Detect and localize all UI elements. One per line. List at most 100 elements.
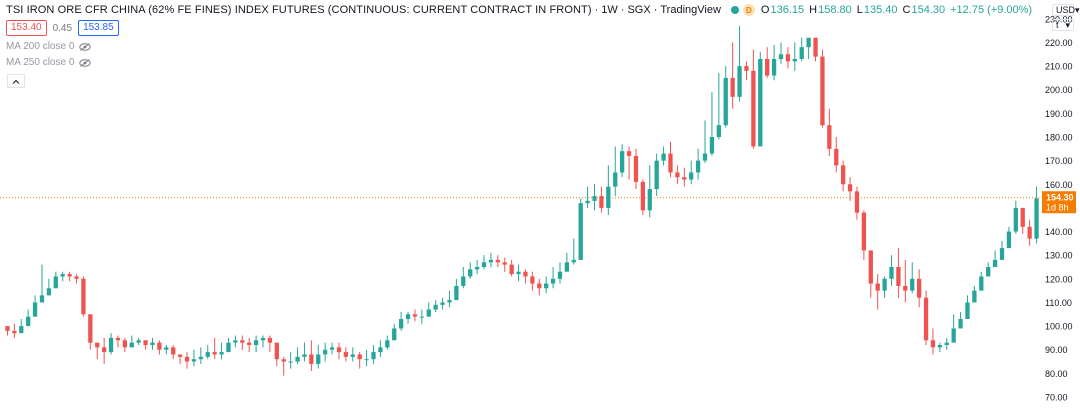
candle-body [447, 300, 452, 303]
candle [723, 66, 728, 128]
candle [965, 295, 970, 319]
candle-body [212, 352, 217, 355]
price-axis[interactable]: 70.00 80.00 90.00 100.00 110.00 120.00 130.00 1… [1042, 14, 1076, 403]
candle [81, 276, 86, 317]
candle [813, 37, 818, 62]
candle [951, 314, 956, 343]
separator: · [653, 4, 658, 16]
buy-price-button[interactable]: 153.85 [78, 20, 119, 36]
currency-selector[interactable]: USD ▾ [1052, 4, 1080, 16]
candle [502, 257, 507, 272]
candle [896, 248, 901, 298]
candle [267, 335, 273, 353]
candle [564, 252, 570, 272]
separator: · [594, 4, 599, 16]
candle-body [744, 66, 749, 71]
candle-body [398, 319, 404, 329]
collapse-indicators-button[interactable] [7, 74, 25, 88]
candle-body [412, 314, 418, 317]
candle-body [620, 151, 625, 173]
candle-body [219, 352, 224, 355]
candle-body [461, 276, 466, 286]
candle-body [336, 347, 342, 353]
candle-body [240, 340, 245, 343]
candle [233, 335, 238, 348]
candle [60, 271, 65, 282]
candle [184, 352, 190, 369]
candle [329, 342, 335, 355]
y-tick-label: 190.00 [1045, 109, 1073, 119]
candle [226, 337, 231, 353]
indicator-ma200[interactable]: MA 200 close 0 [6, 41, 92, 52]
high-value: 158.80 [818, 4, 852, 16]
candle [274, 342, 279, 367]
candle-body [537, 283, 542, 289]
interval-label[interactable]: 1W [601, 4, 618, 16]
candle-body [992, 259, 998, 267]
candle [412, 309, 418, 322]
candle-body [778, 54, 784, 59]
candle [716, 73, 721, 140]
candle [74, 274, 79, 284]
candle [157, 340, 162, 355]
y-tick-label: 110.00 [1045, 298, 1072, 308]
eye-hidden-icon[interactable] [79, 42, 92, 51]
candle-body [986, 267, 991, 277]
data-delay-badge[interactable]: D [742, 4, 755, 16]
candle-body [709, 137, 715, 154]
candle [771, 44, 777, 81]
candle [171, 345, 176, 360]
candle-body [792, 59, 797, 62]
candle-body [875, 283, 880, 291]
candle-body [516, 271, 521, 275]
separator: · [620, 4, 625, 16]
candle [191, 349, 197, 367]
candle [405, 311, 411, 324]
candle [827, 108, 832, 156]
candle-body [557, 271, 563, 279]
candle-body [502, 262, 507, 265]
sell-price-button[interactable]: 153.40 [6, 20, 47, 36]
candle-body [820, 56, 825, 126]
market-status-icon[interactable] [730, 6, 739, 14]
candle [530, 271, 535, 291]
indicator-ma250[interactable]: MA 250 close 0 [6, 57, 92, 68]
candle [1013, 200, 1018, 234]
candle-body [530, 276, 535, 284]
candle [447, 290, 452, 308]
candle-body [253, 340, 259, 345]
candle-body [295, 356, 300, 362]
candle-body [675, 172, 680, 178]
candle-body [937, 345, 942, 348]
candles-group [5, 25, 1039, 376]
candle [626, 146, 632, 180]
candle-body [889, 267, 894, 279]
candle-body [592, 196, 597, 201]
candle-body [302, 354, 307, 357]
y-tick-label: 180.00 [1045, 133, 1073, 143]
candle [944, 337, 949, 350]
candle-body [226, 342, 231, 353]
candle [454, 278, 459, 301]
candle-body [771, 59, 777, 76]
candle [758, 51, 763, 147]
candle-body [765, 59, 770, 76]
eye-hidden-icon[interactable] [79, 58, 92, 67]
candle [847, 177, 853, 201]
chart-header: TSI IRON ORE CFR CHINA (62% FE FINES) IN… [6, 2, 1037, 18]
y-tick-label: 70.00 [1045, 393, 1068, 403]
candle [695, 148, 701, 180]
unit-selector[interactable]: t ▾ [1052, 19, 1074, 31]
candle [544, 276, 549, 293]
candle [606, 165, 611, 215]
candle-body [102, 347, 107, 353]
candle [150, 337, 155, 350]
candle [39, 264, 45, 303]
candle-body [647, 189, 652, 211]
indicator-label: MA 250 close 0 [6, 57, 75, 68]
candle-body [67, 274, 72, 277]
candle [5, 326, 10, 336]
symbol-title[interactable]: TSI IRON ORE CFR CHINA (62% FE FINES) IN… [6, 4, 592, 16]
